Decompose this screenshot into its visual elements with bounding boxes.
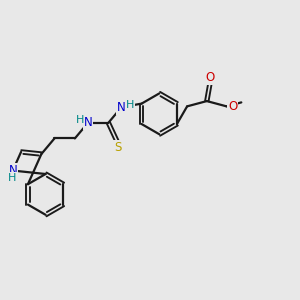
Text: S: S	[114, 141, 122, 154]
Text: N: N	[117, 101, 126, 114]
Text: H: H	[126, 100, 134, 110]
Text: O: O	[228, 100, 237, 113]
Text: N: N	[8, 164, 17, 177]
Text: H: H	[8, 173, 16, 183]
Text: N: N	[84, 116, 92, 129]
Text: O: O	[205, 71, 214, 84]
Text: H: H	[75, 116, 84, 125]
